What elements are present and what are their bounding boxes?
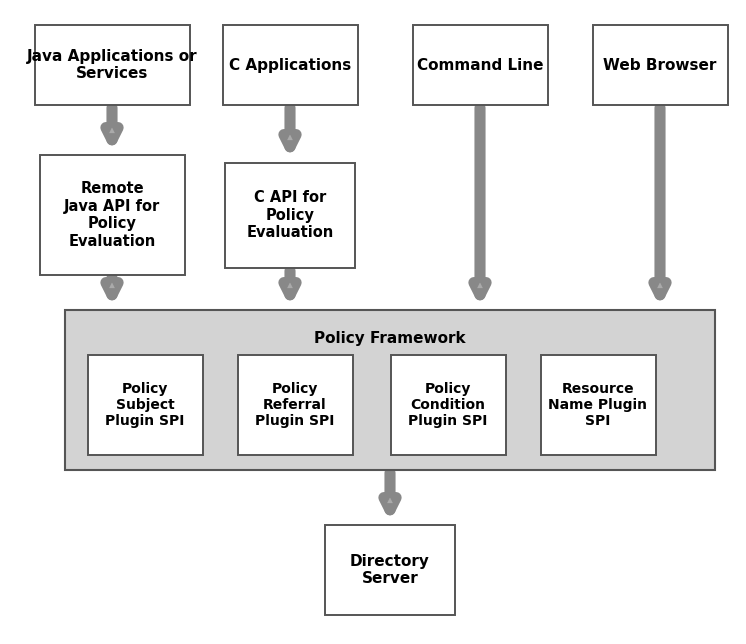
Text: Policy
Subject
Plugin SPI: Policy Subject Plugin SPI xyxy=(105,382,185,428)
Text: Directory
Server: Directory Server xyxy=(350,554,430,586)
Text: Policy
Condition
Plugin SPI: Policy Condition Plugin SPI xyxy=(408,382,488,428)
Text: Policy
Referral
Plugin SPI: Policy Referral Plugin SPI xyxy=(255,382,335,428)
Text: C Applications: C Applications xyxy=(229,57,351,73)
Bar xyxy=(592,25,727,105)
Bar xyxy=(225,162,355,267)
Bar xyxy=(390,355,506,455)
Text: Resource
Name Plugin
SPI: Resource Name Plugin SPI xyxy=(548,382,648,428)
Text: Command Line: Command Line xyxy=(417,57,543,73)
Bar xyxy=(237,355,353,455)
Bar xyxy=(325,525,455,615)
Bar xyxy=(40,155,184,275)
Bar xyxy=(87,355,202,455)
Bar xyxy=(541,355,656,455)
Text: Policy Framework: Policy Framework xyxy=(314,330,466,345)
Text: Remote
Java API for
Policy
Evaluation: Remote Java API for Policy Evaluation xyxy=(64,182,160,249)
Text: Java Applications or
Services: Java Applications or Services xyxy=(27,49,197,81)
Text: Web Browser: Web Browser xyxy=(604,57,717,73)
Bar xyxy=(34,25,189,105)
Bar xyxy=(222,25,357,105)
Text: C API for
Policy
Evaluation: C API for Policy Evaluation xyxy=(246,190,333,240)
Bar xyxy=(65,310,715,470)
Bar xyxy=(413,25,548,105)
